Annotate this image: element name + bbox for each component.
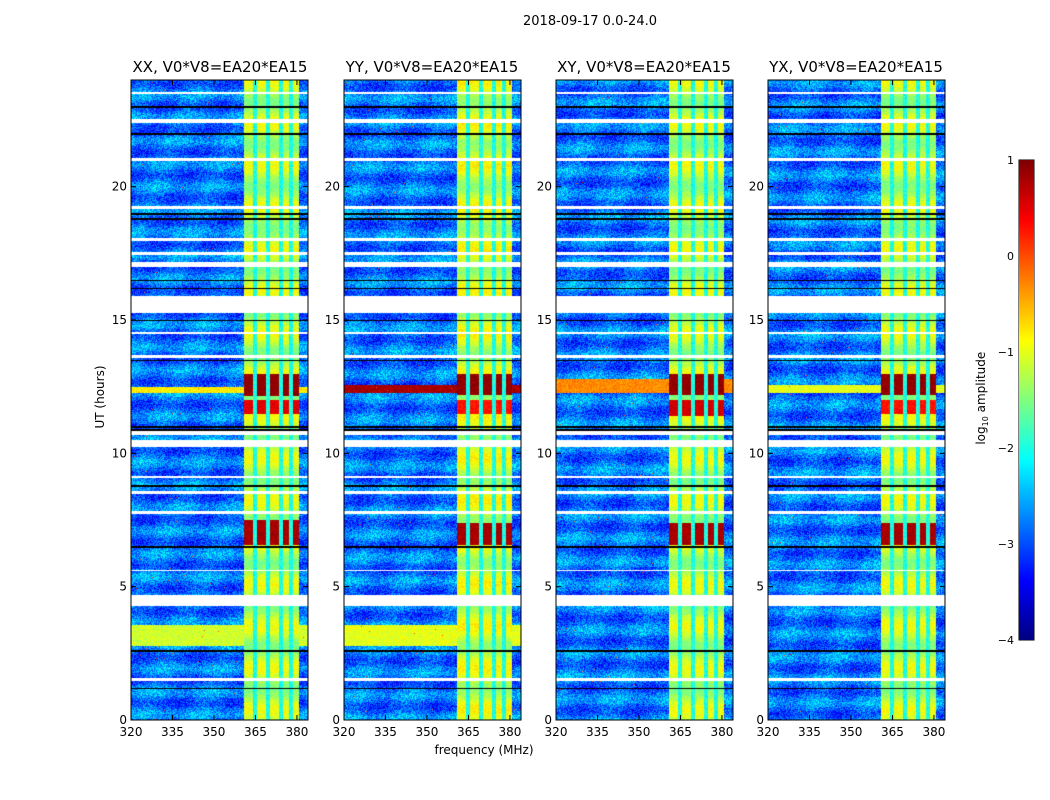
x-axis-label: frequency (MHz)	[434, 743, 534, 757]
x-tick-label: 320	[120, 725, 143, 739]
x-tick-label: 365	[244, 725, 267, 739]
y-tick-label: 20	[325, 180, 340, 194]
colorbar-label-sub: 10	[981, 416, 991, 427]
colorbar-label: log10 amplitude	[974, 338, 990, 458]
y-tick-label: 20	[537, 180, 552, 194]
x-tick-label: 335	[586, 725, 609, 739]
colorbar-tick-label: 1	[1007, 154, 1014, 167]
x-tick-label: 365	[669, 725, 692, 739]
y-tick-label: 5	[544, 580, 552, 594]
y-tick-label: 20	[112, 180, 127, 194]
y-tick-label: 15	[112, 313, 127, 327]
colorbar-label-rest: amplitude	[973, 351, 988, 417]
y-tick-label: 15	[325, 313, 340, 327]
x-tick-label: 365	[881, 725, 904, 739]
panel-frame	[555, 79, 734, 721]
y-tick-label: 10	[749, 446, 764, 460]
y-tick-label: 5	[332, 580, 340, 594]
panel-frame	[130, 79, 309, 721]
panel-title-xx: XX, V0*V8=EA20*EA15	[132, 58, 308, 76]
x-tick-label: 380	[498, 725, 521, 739]
y-tick-label: 5	[119, 580, 127, 594]
colorbar-tick-label: −4	[998, 634, 1014, 647]
colorbar-label-log: log	[973, 426, 988, 445]
y-axis-label: UT (hours)	[93, 365, 107, 429]
y-tick-label: 5	[756, 580, 764, 594]
y-tick-label: 0	[544, 713, 552, 727]
heatmap-yy	[344, 80, 521, 720]
colorbar-tick-label: 0	[1007, 250, 1014, 263]
y-tick-label: 20	[749, 180, 764, 194]
x-tick-label: 350	[628, 725, 651, 739]
y-tick-label: 10	[325, 446, 340, 460]
x-tick-label: 335	[798, 725, 821, 739]
y-tick-label: 0	[756, 713, 764, 727]
x-tick-label: 380	[710, 725, 733, 739]
x-tick-label: 335	[161, 725, 184, 739]
x-tick-label: 335	[374, 725, 397, 739]
x-tick-label: 380	[285, 725, 308, 739]
heatmap-xx	[131, 80, 308, 720]
x-tick-label: 380	[922, 725, 945, 739]
heatmap-xy	[556, 80, 733, 720]
panel-title-yx: YX, V0*V8=EA20*EA15	[769, 58, 943, 76]
x-tick-label: 320	[757, 725, 780, 739]
x-tick-label: 350	[416, 725, 439, 739]
y-tick-label: 10	[112, 446, 127, 460]
y-tick-label: 15	[537, 313, 552, 327]
y-tick-label: 10	[537, 446, 552, 460]
panel-frame	[343, 79, 522, 721]
panel-title-xy: XY, V0*V8=EA20*EA15	[557, 58, 731, 76]
panel-frame	[767, 79, 946, 721]
heatmap-yx	[768, 80, 945, 720]
y-tick-label: 0	[332, 713, 340, 727]
x-tick-label: 365	[457, 725, 480, 739]
colorbar-tick-label: −3	[998, 538, 1014, 551]
y-tick-label: 0	[119, 713, 127, 727]
colorbar	[1019, 160, 1034, 640]
figure-title: 2018-09-17 0.0-24.0	[523, 14, 657, 29]
x-tick-label: 350	[840, 725, 863, 739]
panel-title-yy: YY, V0*V8=EA20*EA15	[345, 58, 519, 76]
x-tick-label: 320	[333, 725, 356, 739]
x-tick-label: 320	[545, 725, 568, 739]
x-tick-label: 350	[203, 725, 226, 739]
colorbar-tick-label: −2	[998, 442, 1014, 455]
colorbar-tick-label: −1	[998, 346, 1014, 359]
y-tick-label: 15	[749, 313, 764, 327]
